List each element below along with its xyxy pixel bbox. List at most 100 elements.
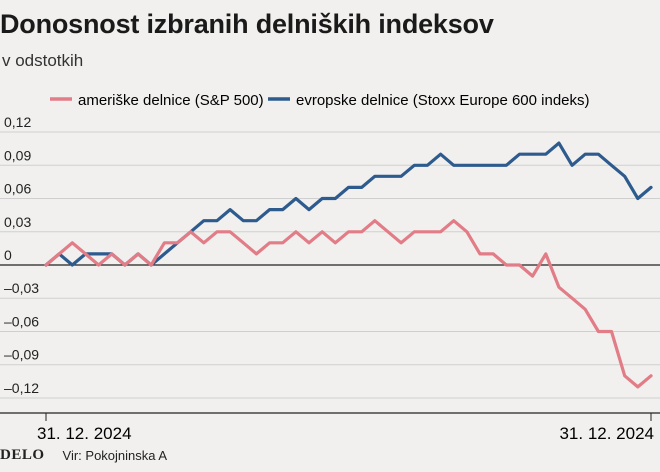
data-point xyxy=(294,230,298,233)
data-point xyxy=(347,230,350,233)
data-point xyxy=(597,330,600,333)
data-point xyxy=(97,252,100,256)
data-point xyxy=(439,230,442,233)
series-sp500 xyxy=(44,219,653,389)
data-point xyxy=(347,186,350,189)
delo-logo: DELO xyxy=(0,447,45,463)
data-point xyxy=(531,153,534,156)
data-point xyxy=(334,241,337,244)
data-point xyxy=(307,241,311,244)
data-point xyxy=(97,263,100,267)
chart-subtitle: v odstotkih xyxy=(2,51,84,70)
data-point xyxy=(71,241,74,244)
data-point xyxy=(294,197,298,200)
data-point xyxy=(110,252,114,256)
data-point xyxy=(557,286,561,289)
data-point xyxy=(465,164,469,167)
data-point xyxy=(136,252,140,256)
data-point xyxy=(373,219,376,222)
data-point xyxy=(255,219,258,222)
data-point xyxy=(281,241,284,244)
x-tick-label-start: 31. 12. 2024 xyxy=(37,424,132,443)
data-point xyxy=(426,230,429,233)
data-point xyxy=(44,263,48,267)
data-point xyxy=(649,186,653,189)
data-point xyxy=(242,241,245,244)
data-point xyxy=(557,141,561,145)
data-point xyxy=(584,308,587,311)
data-point xyxy=(413,230,416,233)
data-point xyxy=(544,252,547,256)
data-point xyxy=(531,274,534,278)
data-point xyxy=(321,230,324,233)
y-tick-label: 0,03 xyxy=(4,214,31,230)
data-point xyxy=(307,208,311,211)
data-point xyxy=(584,153,587,156)
data-point xyxy=(492,164,495,167)
data-point xyxy=(623,374,626,377)
data-point xyxy=(71,263,74,267)
data-point xyxy=(452,219,455,222)
data-point xyxy=(505,263,508,267)
y-tick-label: –0,03 xyxy=(4,280,39,296)
data-point xyxy=(478,164,482,167)
x-tick-label-end: 31. 12. 2024 xyxy=(559,424,654,443)
data-point xyxy=(268,208,271,211)
data-point xyxy=(518,153,521,156)
data-point xyxy=(399,175,403,178)
source-note: Vir: Pokojninska A xyxy=(62,448,168,463)
footer: DELO Vir: Pokojninska A xyxy=(0,447,167,464)
series-line-sp500 xyxy=(44,219,653,389)
data-point xyxy=(478,252,482,256)
data-point xyxy=(399,241,403,244)
data-point xyxy=(176,241,179,244)
data-point xyxy=(202,241,205,244)
data-point xyxy=(570,164,574,167)
y-tick-label: 0,12 xyxy=(4,114,31,130)
y-tick-label: 0,06 xyxy=(4,181,31,197)
data-point xyxy=(649,374,653,377)
legend-label-sp500: ameriške delnice (S&P 500) xyxy=(78,92,264,109)
data-point xyxy=(163,252,166,256)
data-point xyxy=(452,164,455,167)
data-point xyxy=(386,175,390,178)
data-point xyxy=(373,175,376,178)
data-point xyxy=(492,252,495,256)
y-tick-label: –0,09 xyxy=(4,347,39,363)
data-point xyxy=(321,197,324,200)
data-point xyxy=(163,241,166,244)
data-point xyxy=(439,153,442,156)
data-point xyxy=(58,252,61,256)
data-point xyxy=(268,241,271,244)
data-point xyxy=(610,164,613,167)
data-point xyxy=(636,197,639,200)
data-point xyxy=(255,252,258,256)
data-point xyxy=(465,230,469,233)
data-point xyxy=(386,230,390,233)
data-point xyxy=(360,186,363,189)
data-point xyxy=(228,208,232,211)
data-point xyxy=(123,263,127,267)
data-point xyxy=(360,230,363,233)
y-tick-label: –0,12 xyxy=(4,380,39,396)
data-point xyxy=(518,263,521,267)
y-tick-label: 0 xyxy=(4,247,12,263)
chart-title: Donosnost izbranih delniških indeksov xyxy=(0,9,494,39)
data-point xyxy=(544,153,547,156)
data-point xyxy=(215,230,219,233)
data-point xyxy=(242,219,245,222)
y-tick-label: –0,06 xyxy=(4,313,39,329)
legend-label-stoxx: evropske delnice (Stoxx Europe 600 indek… xyxy=(296,92,590,109)
data-point xyxy=(623,175,626,178)
data-point xyxy=(228,230,232,233)
y-tick-label: 0,09 xyxy=(4,147,31,163)
data-point xyxy=(636,385,639,389)
series-stoxx xyxy=(44,141,653,267)
data-point xyxy=(150,263,153,267)
data-point xyxy=(570,297,574,300)
data-point xyxy=(413,164,416,167)
data-point xyxy=(189,230,192,233)
data-point xyxy=(84,252,87,256)
series-line-stoxx xyxy=(44,141,653,267)
